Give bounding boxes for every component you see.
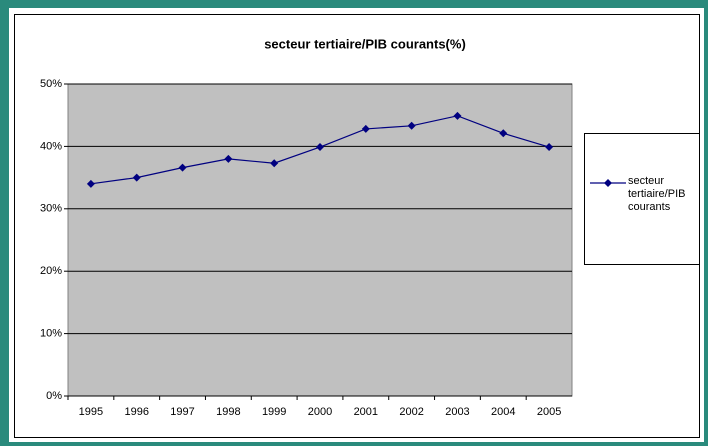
x-tick-label: 1996	[124, 406, 148, 418]
y-tick-label: 30%	[40, 203, 62, 215]
point	[361, 124, 370, 133]
point	[316, 143, 324, 152]
point	[407, 121, 416, 130]
y-tick-label: 10%	[40, 328, 62, 340]
y-tick-label: 50%	[40, 78, 62, 90]
legend-marker	[604, 179, 612, 187]
point	[178, 163, 187, 172]
legend-box	[584, 133, 700, 265]
point	[270, 159, 279, 168]
x-tick-label: 2000	[308, 406, 332, 418]
x-tick-label: 2004	[491, 406, 515, 418]
point	[453, 111, 462, 120]
x-tick-label: 2003	[445, 406, 469, 418]
chart-title: secteur tertiaire/PIB courants(%)	[264, 36, 466, 51]
x-tick-label: 2005	[537, 406, 561, 418]
x-tick-label: 1998	[216, 406, 240, 418]
y-tick-label: 40%	[40, 140, 62, 152]
point	[132, 173, 141, 182]
y-tick-label: 0%	[46, 390, 62, 402]
point	[86, 179, 95, 188]
x-tick-label: 1999	[262, 406, 286, 418]
x-tick-label: 1997	[170, 406, 194, 418]
point	[545, 143, 554, 152]
x-tick-label: 1995	[79, 406, 103, 418]
point	[224, 154, 233, 163]
x-tick-label: 2001	[354, 406, 378, 418]
legend-label: secteur tertiaire/PIB courants	[628, 175, 686, 213]
x-tick-label: 2002	[399, 406, 423, 418]
point	[499, 129, 508, 138]
y-tick-label: 20%	[40, 265, 62, 277]
